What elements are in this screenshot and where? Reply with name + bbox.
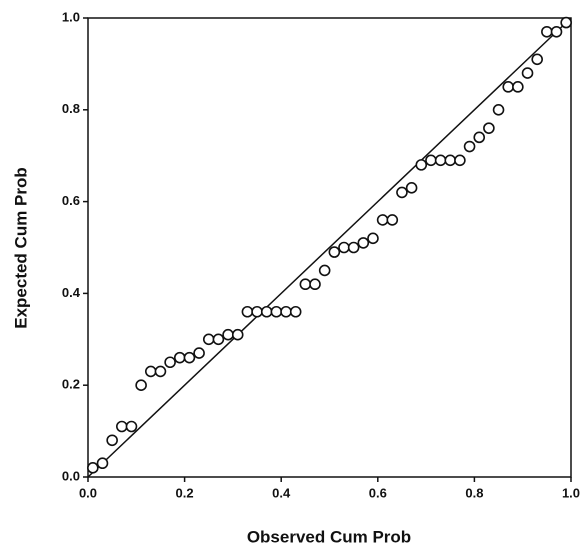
point [154,365,167,378]
reference-line [87,17,572,478]
point [193,347,205,359]
point [270,305,283,318]
point [251,305,263,318]
point [183,351,196,364]
point [125,420,138,433]
point [444,154,457,167]
y-tick-label: 0.2 [62,377,80,392]
point [96,457,109,470]
x-tick-label: 1.0 [562,485,580,500]
point [434,154,447,167]
y-tick-label: 1.0 [62,9,80,24]
point [560,16,572,29]
point [338,241,350,254]
point [106,434,118,447]
point [502,81,515,93]
y-tick-label: 0.6 [62,193,80,208]
point [415,159,428,171]
point [260,305,273,318]
point [87,462,99,474]
x-axis-title: Observed Cum Prob [247,527,411,546]
point [454,154,466,167]
point [222,328,234,341]
point [144,365,157,378]
point [241,305,254,318]
point [309,278,321,291]
point [318,264,331,277]
point [386,214,399,226]
point [376,214,389,226]
y-axis-title: Expected Cum Prob [11,167,30,329]
point [347,241,360,254]
point [202,333,215,346]
point [473,131,486,144]
point [367,232,379,245]
point [116,420,128,433]
point [483,122,495,134]
point [512,81,524,93]
point [531,53,543,66]
point [550,25,563,38]
point [492,104,505,116]
x-tick-label: 0.4 [272,485,291,500]
point [135,379,147,392]
point [396,186,408,199]
point [231,328,244,341]
point [328,246,341,258]
point [164,356,176,369]
point [173,351,186,364]
x-tick-label: 0.6 [369,485,387,500]
point [280,305,292,318]
x-tick-label: 0.8 [465,485,483,500]
y-tick-label: 0.8 [62,101,80,116]
x-tick-label: 0.2 [176,485,194,500]
point [212,333,225,346]
point [521,67,534,79]
x-tick-label: 0.0 [79,485,97,500]
point [463,140,476,153]
point [425,154,437,167]
point [405,182,418,194]
plot-frame [87,17,572,478]
y-tick-label: 0.0 [62,468,80,483]
point [357,237,370,249]
point [289,305,302,318]
point [541,25,553,38]
y-tick-label: 0.4 [62,285,81,300]
point [299,278,312,291]
